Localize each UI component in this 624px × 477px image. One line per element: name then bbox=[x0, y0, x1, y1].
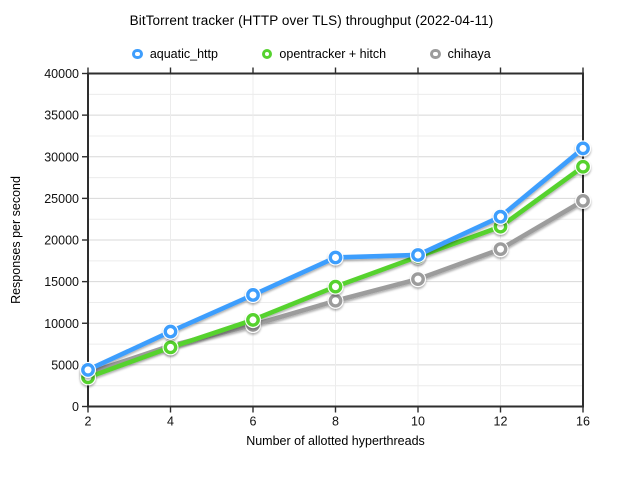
legend-item-opentracker-hitch: opentracker + hitch bbox=[261, 47, 387, 61]
legend-series-label: opentracker + hitch bbox=[279, 47, 387, 61]
y-tick-label: 25000 bbox=[44, 192, 79, 206]
legend-series-marker-icon bbox=[430, 48, 441, 60]
y-tick-label: 35000 bbox=[44, 109, 79, 123]
x-axis-title: Number of allotted hyperthreads bbox=[246, 434, 425, 448]
data-point-marker bbox=[246, 288, 260, 302]
axis-ticks bbox=[82, 67, 584, 413]
gridlines bbox=[88, 73, 583, 407]
legend-series-label: chihaya bbox=[447, 47, 491, 61]
x-tick-label: 6 bbox=[250, 415, 257, 429]
y-tick-label: 20000 bbox=[44, 234, 79, 248]
x-tick-label: 8 bbox=[332, 415, 339, 429]
legend-series-marker-icon bbox=[261, 48, 273, 60]
x-tick-labels: 2 4 6 8 10 12 16 bbox=[85, 415, 590, 429]
legend-series-label: aquatic_http bbox=[149, 47, 218, 61]
y-tick-label: 30000 bbox=[44, 150, 79, 164]
legend-item-chihaya: chihaya bbox=[430, 47, 491, 61]
data-point-marker bbox=[576, 159, 590, 174]
y-tick-labels: 0 5000 10000 15000 20000 25000 30000 35000 40000 bbox=[44, 67, 79, 414]
legend-item-aquatic-http: aquatic_http bbox=[132, 47, 218, 61]
chart-legend: aquatic_http opentracker + hitch chihaya bbox=[64, 45, 559, 63]
x-tick-label: 16 bbox=[576, 415, 590, 429]
y-tick-label: 15000 bbox=[44, 275, 79, 289]
chart-title: BitTorrent tracker (HTTP over TLS) throu… bbox=[129, 13, 494, 28]
data-point-marker bbox=[328, 250, 343, 265]
x-tick-label: 4 bbox=[167, 415, 174, 429]
data-point-marker bbox=[493, 242, 508, 257]
data-point-marker bbox=[163, 340, 178, 355]
data-point-marker bbox=[328, 293, 343, 308]
legend-series-marker-icon bbox=[132, 48, 143, 60]
data-point-marker bbox=[576, 141, 590, 156]
data-point-marker bbox=[576, 193, 590, 208]
data-point-marker bbox=[493, 209, 508, 224]
data-point-marker bbox=[163, 324, 178, 339]
y-axis-title: Responses per second bbox=[9, 176, 23, 304]
y-tick-label: 10000 bbox=[44, 317, 79, 331]
y-tick-label: 0 bbox=[72, 400, 79, 414]
series-aquatic-http bbox=[80, 140, 591, 378]
data-point-marker bbox=[328, 279, 343, 294]
x-tick-label: 10 bbox=[411, 415, 425, 429]
y-tick-label: 40000 bbox=[44, 67, 79, 81]
x-tick-label: 2 bbox=[85, 415, 92, 429]
data-point-marker bbox=[246, 313, 260, 327]
data-point-marker bbox=[411, 248, 425, 262]
data-point-marker bbox=[411, 272, 425, 287]
y-tick-label: 5000 bbox=[51, 358, 79, 372]
plot-border bbox=[87, 72, 584, 408]
x-tick-label: 12 bbox=[494, 415, 508, 429]
data-point-marker bbox=[81, 362, 95, 377]
